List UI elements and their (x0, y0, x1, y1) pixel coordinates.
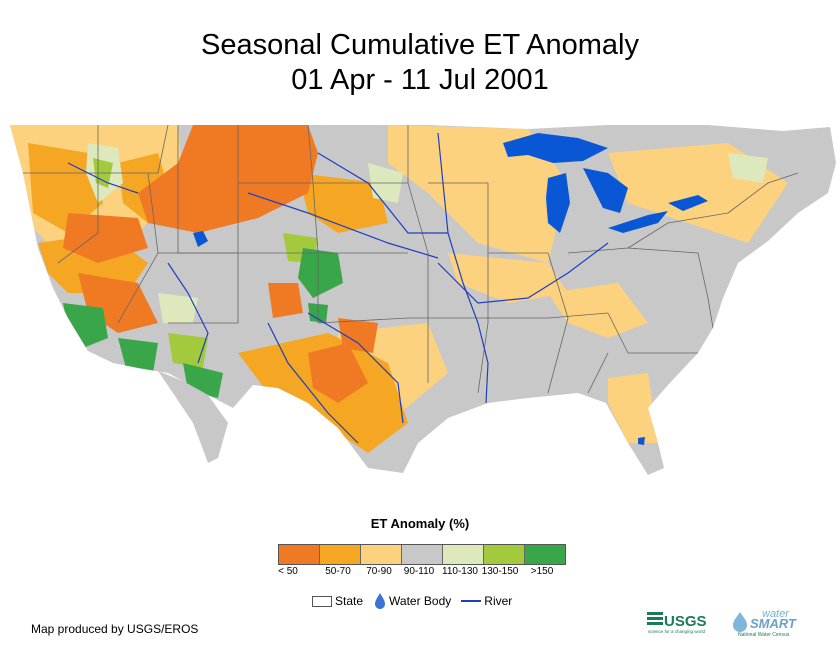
anomaly-gt150-areas (63, 248, 343, 398)
usgs-logo: USGS science for a changing world (647, 612, 707, 634)
usgs-wordmark: USGS (664, 613, 707, 630)
census-tagline: National Water Census (738, 632, 790, 638)
legend-label: >150 (530, 566, 554, 577)
rivers (67, 132, 609, 444)
river-symbol: River (461, 594, 512, 608)
water-drop-icon (375, 593, 386, 609)
river-line-icon (461, 600, 482, 602)
baja-land (158, 371, 228, 463)
water-drop-logo-icon (733, 612, 747, 632)
legend-swatch-110-130 (443, 545, 484, 564)
legend-label: < 50 (278, 566, 298, 577)
usgs-tagline: science for a changing world (648, 629, 706, 634)
lake-erie (608, 211, 668, 233)
river-label: River (484, 594, 513, 608)
water-bodies (193, 133, 708, 445)
legend-label: 90-110 (403, 566, 435, 577)
lake-okeechobee (638, 437, 645, 445)
legend-labels: < 50 50-70 70-90 90-110 110-130 130-150 … (278, 566, 562, 580)
water-wordmark: water (762, 608, 790, 620)
legend-swatch-90-110 (402, 545, 443, 564)
agency-logos: USGS science for a changing world water … (647, 608, 797, 638)
state-label: State (335, 594, 364, 608)
legend-swatch-50-70 (320, 545, 361, 564)
legend-swatches (278, 544, 566, 565)
great-salt-lake (193, 231, 208, 247)
legend-label: 130-150 (481, 566, 519, 577)
map-credit: Map produced by USGS/EROS (31, 622, 199, 636)
map-title: Seasonal Cumulative ET Anomaly (201, 29, 639, 61)
legend-swatch-gt150 (525, 545, 565, 564)
lake-michigan (546, 173, 570, 233)
legend-label: 50-70 (325, 566, 351, 577)
legend-title: ET Anomaly (%) (370, 516, 470, 531)
lake-ontario (668, 195, 708, 211)
legend-swatch-130-150 (484, 545, 525, 564)
watersmart-logo: water SMART National Water Census (733, 608, 797, 638)
legend-label: 70-90 (366, 566, 392, 577)
lake-superior (503, 133, 608, 163)
lake-huron (583, 168, 628, 213)
water-body-label: Water Body (389, 594, 452, 608)
water-body-symbol: Water Body (373, 592, 451, 610)
legend-swatch-lt50 (279, 545, 320, 564)
et-anomaly-map (10, 125, 836, 475)
smart-wordmark: SMART (750, 616, 797, 631)
state-swatch-icon (312, 595, 332, 607)
map-date-range: 01 Apr - 11 Jul 2001 (291, 64, 549, 96)
state-boundaries (23, 125, 799, 394)
legend-label: 110-130 (442, 566, 478, 577)
anomaly-lt50-areas (63, 125, 378, 403)
legend-swatch-70-90 (361, 545, 402, 564)
symbol-legend: State Water Body River (312, 592, 522, 610)
anomaly-110-130-areas (86, 143, 768, 323)
state-symbol: State (312, 594, 363, 608)
